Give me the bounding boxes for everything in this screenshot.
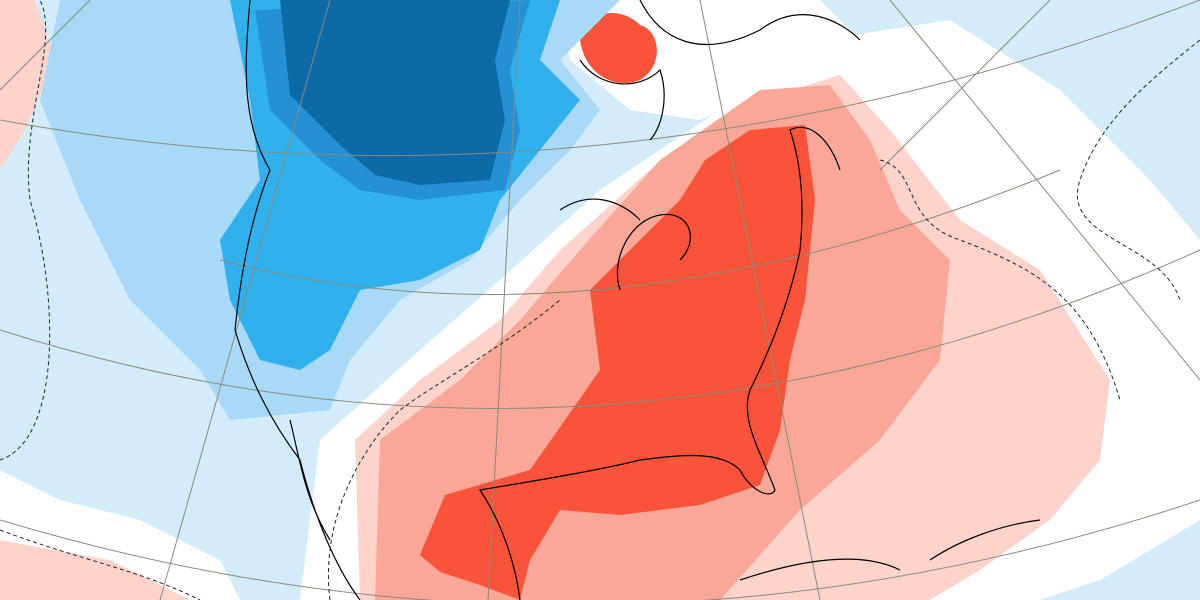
meridian: [699, 0, 821, 600]
coast: [929, 519, 1041, 561]
warm-anomaly-light: [0, 540, 190, 600]
meridian: [879, 0, 1051, 171]
coast: [559, 198, 641, 221]
parallel: [0, 0, 1200, 157]
contour: [0, 529, 201, 600]
parallel: [0, 499, 1200, 600]
contour: [0, 0, 51, 461]
cold-anomaly-strongest: [280, 0, 510, 185]
meridian: [159, 0, 331, 600]
warm-anomaly-strong: [420, 125, 815, 600]
contour: [1077, 39, 1200, 301]
coast: [579, 59, 665, 141]
coast: [739, 558, 901, 581]
contour: [879, 159, 1121, 401]
parallel: [219, 169, 1061, 295]
parallel: [0, 249, 1200, 409]
coast: [234, 0, 361, 600]
meridian: [487, 0, 521, 600]
contour: [328, 299, 561, 600]
coast: [639, 0, 861, 45]
warm-anomaly-light: [0, 0, 55, 170]
warm-anomaly-strong: [580, 12, 657, 84]
coast: [289, 419, 331, 541]
coast: [478, 126, 841, 600]
coast: [616, 213, 691, 291]
coastline: [234, 0, 1041, 600]
meridian: [889, 0, 1200, 381]
